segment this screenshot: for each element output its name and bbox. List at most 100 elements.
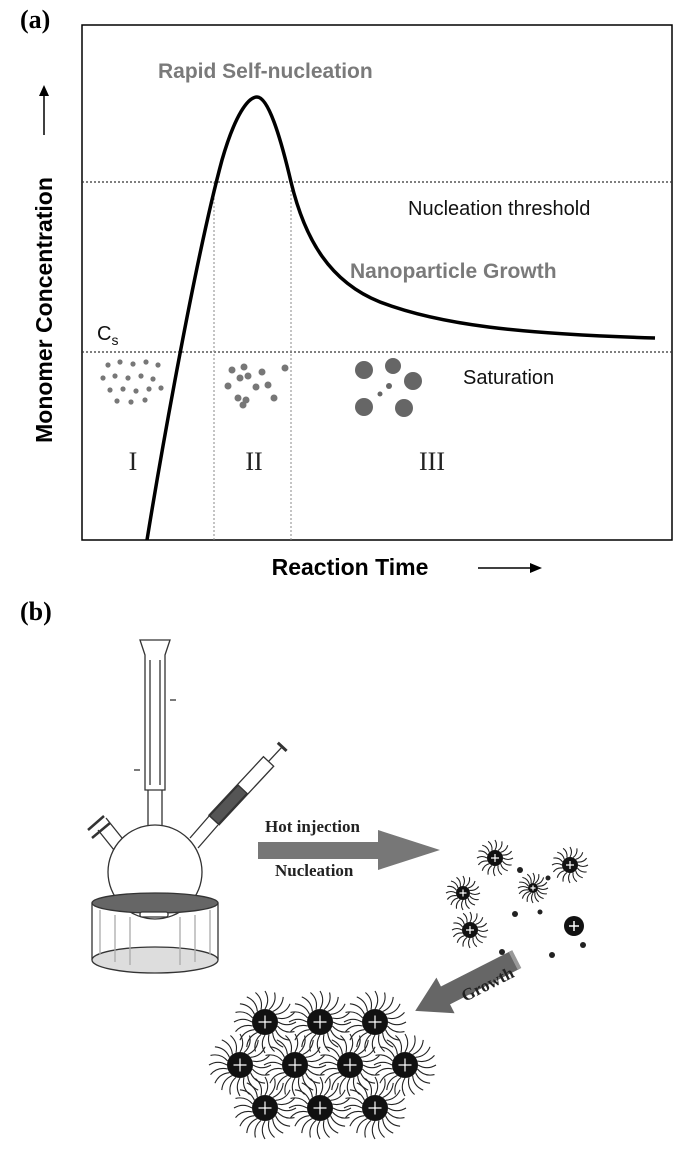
ligand [478, 850, 489, 856]
ligand [537, 887, 549, 891]
ligand [268, 992, 276, 1011]
ligand [272, 996, 284, 1012]
ligand [301, 996, 313, 1012]
ligand [465, 899, 470, 910]
nucleus [281, 364, 289, 372]
ligand [267, 1120, 275, 1138]
ligand [386, 1025, 405, 1033]
ligand [456, 876, 461, 887]
ligand [277, 1107, 297, 1112]
ligand [345, 1011, 364, 1019]
ligand [343, 1104, 363, 1109]
ligand [385, 1003, 401, 1015]
nanoparticles [208, 839, 589, 1140]
ligand [552, 867, 563, 873]
stage-label: I [129, 447, 138, 476]
ligand [536, 877, 545, 885]
ligand [522, 876, 530, 885]
monomer [100, 375, 106, 381]
ligand [387, 1012, 405, 1020]
nanoparticle [386, 383, 392, 389]
ligand [349, 1033, 354, 1053]
growth-label: Nanoparticle Growth [350, 260, 557, 283]
ligand [255, 1078, 263, 1096]
ligand [233, 1018, 253, 1023]
ligand [269, 1046, 285, 1058]
core-mark [530, 885, 536, 891]
ligand [445, 890, 457, 894]
ligand [349, 1115, 365, 1127]
monomer [143, 359, 149, 365]
ligand [290, 1024, 308, 1032]
ligand [412, 1039, 424, 1055]
ligand [469, 911, 473, 923]
ligand [275, 1029, 291, 1041]
nucleus [236, 374, 244, 382]
nanoparticle [355, 361, 373, 379]
ligand [462, 912, 468, 923]
seed [517, 867, 523, 873]
ligand [502, 850, 513, 856]
ligand [235, 1097, 254, 1105]
ligand [481, 863, 490, 871]
ligand [284, 1076, 292, 1095]
seed [512, 911, 518, 917]
ligand [349, 1029, 365, 1041]
ligand [319, 1076, 324, 1096]
monomer [150, 376, 156, 382]
ligand [537, 889, 547, 895]
ligand [305, 1072, 321, 1084]
ligand [456, 935, 465, 943]
arrow-top-label: Hot injection [265, 817, 360, 836]
core-mark [288, 1058, 302, 1072]
ligand [374, 1076, 379, 1096]
ligand [467, 937, 471, 949]
ligand [460, 899, 464, 911]
ligand [247, 1039, 259, 1055]
ligand [575, 852, 584, 860]
ligand [476, 855, 488, 859]
ligand [477, 860, 488, 866]
ligand [562, 871, 568, 882]
ligand [462, 875, 466, 887]
ligand [221, 1039, 233, 1055]
ligand [577, 864, 589, 868]
stage-label: III [419, 447, 445, 476]
ligand [235, 1024, 253, 1032]
ligand [382, 1082, 394, 1098]
ligand [386, 1039, 398, 1055]
ligand [469, 886, 480, 891]
ligand [502, 857, 514, 861]
ligand [264, 990, 269, 1010]
ligand [239, 1115, 255, 1127]
ligand [415, 1072, 431, 1084]
ligand [316, 1120, 321, 1140]
ligand [415, 1046, 431, 1058]
ligand [332, 1012, 350, 1020]
ligand [534, 874, 540, 884]
ligand [387, 1107, 407, 1112]
ligand [375, 1054, 394, 1062]
ligand [254, 1119, 262, 1138]
core-mark [398, 1058, 412, 1072]
ligand [239, 1003, 255, 1015]
ligand [577, 857, 588, 863]
ligand [233, 1104, 253, 1109]
ligand [327, 1032, 339, 1048]
monomer [112, 373, 118, 379]
ligand [356, 1118, 368, 1134]
ligand [467, 880, 476, 889]
ligand [536, 891, 544, 900]
ligand [276, 1025, 295, 1033]
ligand [477, 922, 488, 928]
ligand [475, 935, 483, 944]
ligand [447, 885, 457, 891]
ligand [298, 1035, 306, 1054]
ligand [417, 1055, 435, 1063]
ligand [469, 892, 481, 896]
ligand [330, 1029, 346, 1041]
monomer [158, 385, 164, 391]
ligand [302, 1075, 314, 1091]
ligand [361, 1068, 380, 1076]
ligand [371, 1034, 376, 1054]
